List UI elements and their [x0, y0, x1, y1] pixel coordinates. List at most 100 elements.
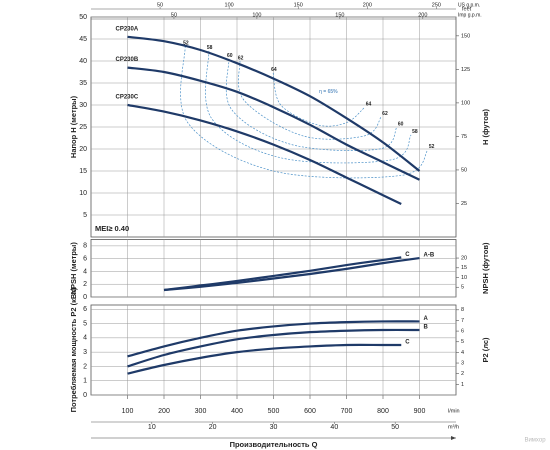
efficiency-label: 64 — [271, 67, 277, 73]
top-tick-label: 200 — [418, 12, 427, 18]
x-tick-label: 200 — [158, 408, 170, 415]
note: MEI≥ 0.40 — [95, 224, 129, 233]
y-tick-label: 5 — [83, 212, 87, 219]
top-tick-label: 150 — [294, 2, 303, 8]
curve — [127, 343, 402, 375]
y-tick-label: 50 — [79, 14, 87, 21]
series-label: CP230B — [116, 57, 139, 63]
curve — [127, 328, 420, 368]
y2-tick-label: 5 — [461, 339, 464, 345]
y-tick-label: 6 — [83, 256, 87, 263]
y2-tick-label: 4 — [461, 350, 464, 356]
bottom-tick-label: 50 — [391, 424, 399, 431]
y-tick-label: 4 — [83, 335, 87, 342]
efficiency-label: 64 — [366, 102, 372, 108]
curve — [127, 35, 421, 172]
arrow-head — [451, 436, 456, 440]
top-tick-label: 150 — [335, 12, 344, 18]
y2-axis-title: NPSH (футов) — [481, 242, 490, 294]
y-axis-title: Потребляемая мощность P2 (кВт) — [69, 287, 78, 412]
y2-tick-label: 3 — [461, 361, 464, 367]
x-axis-title: Производительность Q — [230, 440, 318, 449]
bottom-tick-label: 30 — [270, 424, 278, 431]
y2-tick-label: 25 — [461, 201, 467, 207]
y-tick-label: 30 — [79, 102, 87, 109]
y2-tick-label: 2 — [461, 371, 464, 377]
series-label: C — [405, 252, 410, 258]
efficiency-label: 60 — [398, 121, 404, 127]
y2-tick-label: 50 — [461, 167, 467, 173]
y-tick-label: 3 — [83, 349, 87, 356]
bottom-axis-unit: m³/h — [448, 424, 459, 430]
curve — [163, 256, 420, 292]
y2-tick-label: 6 — [461, 329, 464, 335]
top-tick-label: 100 — [225, 2, 234, 8]
y-axis-title: NPSH (метры) — [69, 242, 78, 295]
efficiency-label: 62 — [238, 55, 244, 61]
series-label: CP230C — [116, 95, 139, 101]
y-tick-label: 15 — [79, 168, 87, 175]
y2-axis-title: P2 (лс) — [481, 337, 490, 363]
bottom-tick-label: 20 — [209, 424, 217, 431]
efficiency-contour — [238, 60, 382, 140]
top-axis-unit: Imp g.p.m. — [458, 12, 482, 18]
x-tick-label: 300 — [195, 408, 207, 415]
efficiency-label: 58 — [412, 129, 418, 135]
y2-tick-label: 1 — [461, 382, 464, 388]
series-label: A — [424, 316, 429, 322]
x-tick-label: 500 — [268, 408, 280, 415]
top-tick-label: 50 — [171, 12, 177, 18]
efficiency-contour — [205, 50, 412, 164]
series-label: CP230A — [116, 26, 139, 32]
y-tick-label: 4 — [83, 268, 87, 275]
y2-tick-label: 7 — [461, 318, 464, 324]
y2-tick-label: 20 — [461, 256, 467, 262]
y-tick-label: 6 — [83, 306, 87, 313]
y-tick-label: 1 — [83, 378, 87, 385]
curve — [127, 66, 420, 181]
y2-unit: feet — [462, 6, 472, 12]
y-tick-label: 35 — [79, 80, 87, 87]
x-tick-label: 700 — [341, 408, 353, 415]
x-tick-label: 400 — [231, 408, 243, 415]
top-tick-label: 250 — [432, 2, 441, 8]
top-tick-label: 100 — [252, 12, 261, 18]
efficiency-label: 52 — [183, 40, 189, 46]
y2-axis-title: H (футов) — [481, 109, 490, 145]
top-tick-label: 200 — [363, 2, 372, 8]
curve — [127, 320, 420, 358]
y-axis-title: Напор H (метры) — [69, 95, 78, 158]
top-axis-unit: US g.p.m. — [458, 2, 480, 8]
bottom-tick-label: 40 — [330, 424, 338, 431]
series-label: A-B — [424, 253, 435, 259]
curve — [163, 256, 402, 292]
efficiency-contour — [272, 72, 365, 127]
y2-tick-label: 125 — [461, 67, 470, 73]
x-tick-label: 100 — [122, 408, 134, 415]
y2-tick-label: 150 — [461, 33, 470, 39]
y-tick-label: 0 — [83, 294, 87, 301]
efficiency-label: 62 — [382, 111, 388, 117]
y2-tick-label: 75 — [461, 134, 467, 140]
x-tick-label: 900 — [414, 408, 426, 415]
y-tick-label: 0 — [83, 392, 87, 399]
y-tick-label: 10 — [79, 190, 87, 197]
y2-tick-label: 15 — [461, 265, 467, 271]
y-tick-label: 8 — [83, 243, 87, 250]
x-tick-label: 800 — [377, 408, 389, 415]
x-unit: l/min — [448, 408, 460, 414]
efficiency-label: 52 — [429, 144, 435, 150]
top-tick-label: 50 — [157, 2, 163, 8]
series-label: C — [405, 340, 410, 346]
watermark: Вимхор — [524, 438, 546, 444]
y-tick-label: 25 — [79, 124, 87, 131]
series-label: B — [424, 325, 429, 331]
efficiency-label: 58 — [207, 45, 213, 51]
bottom-tick-label: 10 — [148, 424, 156, 431]
annotation: η = 65% — [319, 89, 338, 95]
efficiency-label: 60 — [227, 53, 233, 59]
x-tick-label: 600 — [304, 408, 316, 415]
y-tick-label: 20 — [79, 146, 87, 153]
y2-tick-label: 10 — [461, 275, 467, 281]
